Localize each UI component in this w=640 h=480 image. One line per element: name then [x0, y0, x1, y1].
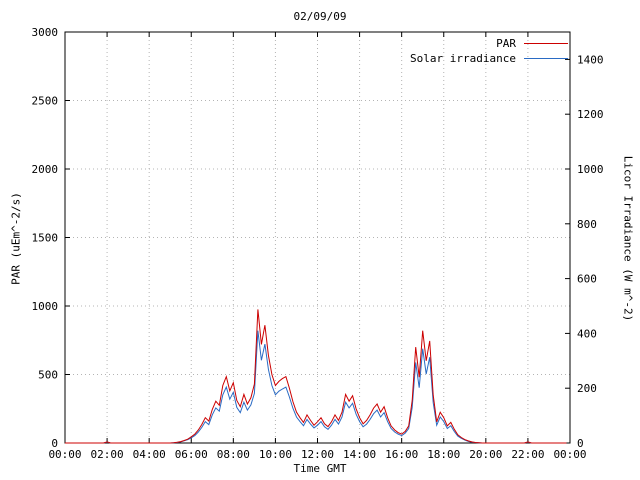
svg-text:1000: 1000: [577, 163, 604, 176]
svg-text:06:00: 06:00: [175, 448, 208, 461]
svg-text:0: 0: [577, 437, 584, 450]
y-axis-label-left: PAR (uEm^-2/s): [9, 192, 23, 285]
svg-text:14:00: 14:00: [343, 448, 376, 461]
svg-text:800: 800: [577, 218, 597, 231]
svg-text:00:00: 00:00: [48, 448, 81, 461]
svg-text:18:00: 18:00: [427, 448, 460, 461]
legend-item-par: PAR: [330, 36, 568, 51]
svg-text:08:00: 08:00: [217, 448, 250, 461]
svg-text:00:00: 00:00: [553, 448, 586, 461]
svg-text:400: 400: [577, 327, 597, 340]
svg-text:04:00: 04:00: [133, 448, 166, 461]
svg-text:500: 500: [38, 369, 58, 382]
svg-text:1000: 1000: [32, 300, 59, 313]
svg-text:600: 600: [577, 273, 597, 286]
legend-label-solar: Solar irradiance: [410, 52, 516, 65]
svg-text:1400: 1400: [577, 53, 604, 66]
svg-text:2500: 2500: [32, 95, 59, 108]
x-axis-label: Time GMT: [293, 462, 347, 475]
legend-label-par: PAR: [496, 37, 516, 50]
svg-text:2000: 2000: [32, 163, 59, 176]
chart-legend: PAR Solar irradiance: [330, 36, 568, 66]
svg-text:20:00: 20:00: [469, 448, 502, 461]
legend-line-par: [524, 43, 568, 44]
y-axis-label-right: Licor Irradiance (W m^-2): [621, 155, 635, 322]
svg-text:02:00: 02:00: [91, 448, 124, 461]
legend-item-solar: Solar irradiance: [330, 51, 568, 66]
svg-text:1200: 1200: [577, 108, 604, 121]
legend-line-solar: [524, 58, 568, 59]
chart-title: 02/09/09: [293, 10, 347, 23]
svg-text:200: 200: [577, 382, 597, 395]
svg-text:22:00: 22:00: [511, 448, 544, 461]
svg-text:1500: 1500: [32, 232, 59, 245]
svg-text:12:00: 12:00: [301, 448, 334, 461]
svg-text:0: 0: [51, 437, 58, 450]
svg-text:10:00: 10:00: [259, 448, 292, 461]
svg-text:16:00: 16:00: [385, 448, 418, 461]
svg-text:3000: 3000: [32, 26, 59, 39]
